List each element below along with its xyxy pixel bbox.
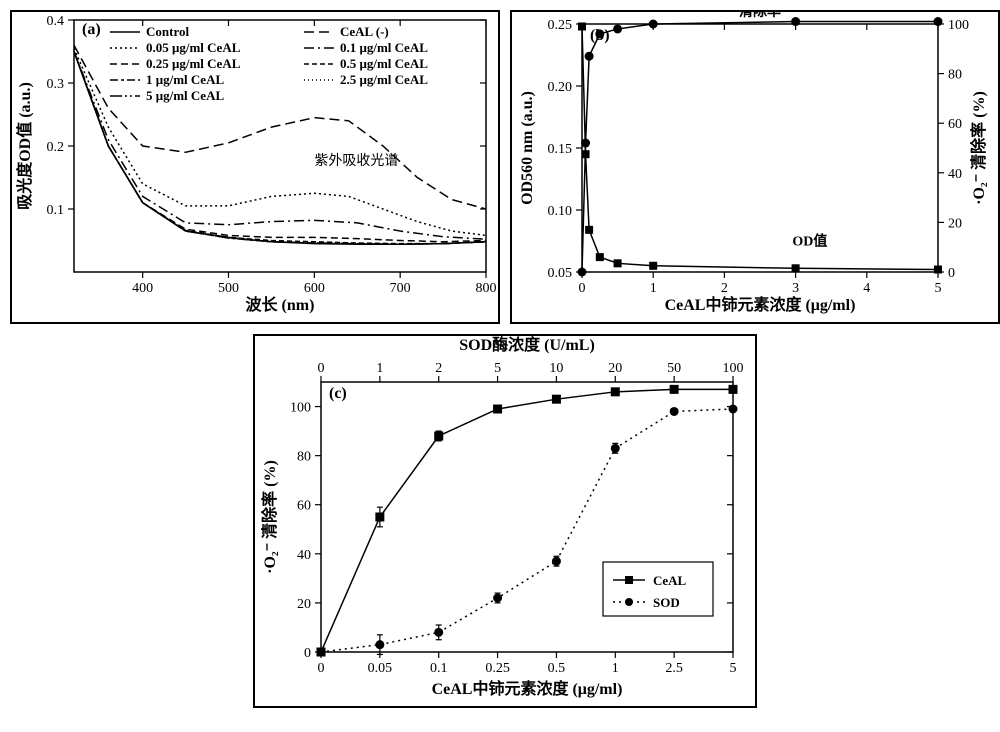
panel-a-svg: 400 500 600 700 800 0.1 0.2 0.3 0.4 波长 (nm) 吸光度OD值…: [12, 12, 498, 318]
svg-text:700: 700: [390, 281, 411, 296]
svg-text:100: 100: [290, 401, 311, 416]
svg-text:100: 100: [723, 361, 744, 376]
svg-text:4: 4: [863, 281, 870, 296]
svg-text:100: 100: [948, 18, 969, 33]
svg-text:0.15: 0.15: [548, 142, 573, 157]
svg-text:0: 0: [579, 281, 586, 296]
svg-text:Control: Control: [146, 24, 189, 39]
svg-text:40: 40: [948, 167, 962, 182]
svg-text:2.5 μg/ml CeAL: 2.5 μg/ml CeAL: [340, 72, 428, 87]
svg-text:OD560 nm (a.u.): OD560 nm (a.u.): [519, 91, 536, 205]
svg-text:0: 0: [948, 266, 955, 281]
svg-text:SOD: SOD: [653, 595, 680, 610]
svg-text:20: 20: [297, 597, 311, 612]
svg-text:0.10: 0.10: [548, 204, 573, 219]
svg-text:20: 20: [948, 216, 962, 231]
figure-grid: 4005006007008000.10.20.30.4波长 (nm)吸光度OD值…: [10, 10, 990, 708]
svg-text:0.25: 0.25: [548, 18, 573, 33]
svg-text:CeAL: CeAL: [653, 573, 687, 588]
svg-text:5: 5: [935, 281, 942, 296]
svg-text:紫外吸收光谱: 紫外吸收光谱: [314, 153, 398, 169]
svg-text:80: 80: [948, 68, 962, 83]
svg-text:清除率: 清除率: [739, 12, 781, 20]
svg-text:0.05: 0.05: [548, 266, 573, 281]
svg-text:CeAL中铈元素浓度 (μg/ml): CeAL中铈元素浓度 (μg/ml): [432, 679, 623, 698]
svg-text:0.25 μg/ml CeAL: 0.25 μg/ml CeAL: [146, 56, 241, 71]
svg-text:0.1: 0.1: [430, 661, 448, 676]
svg-text:1: 1: [650, 281, 657, 296]
panel-c-wrap: 00.050.10.250.512.5501251020501000204060…: [10, 334, 1000, 708]
svg-text:600: 600: [304, 281, 325, 296]
svg-text:·O₂⁻ 清除率 (%): ·O₂⁻ 清除率 (%): [260, 460, 279, 574]
svg-text:吸光度OD值 (a.u.): 吸光度OD值 (a.u.): [15, 82, 34, 210]
svg-text:(a): (a): [82, 21, 101, 38]
svg-text:0: 0: [318, 661, 325, 676]
panel-c-svg: 00.050.10.250.512.5501251020501000204060…: [255, 336, 751, 702]
svg-text:800: 800: [476, 281, 497, 296]
svg-text:0.20: 0.20: [548, 80, 573, 95]
svg-text:5: 5: [494, 361, 501, 376]
svg-text:20: 20: [608, 361, 622, 376]
svg-text:0.1 μg/ml CeAL: 0.1 μg/ml CeAL: [340, 40, 428, 55]
svg-text:0.25: 0.25: [485, 661, 510, 676]
svg-text:0.4: 0.4: [47, 14, 65, 29]
panel-b: 0 1 2 3 4 5 0.05 0.10 0.15 0.20 0.25 0 20 40 60 80 100 Ce…: [510, 10, 1000, 324]
svg-text:400: 400: [132, 281, 153, 296]
svg-text:500: 500: [218, 281, 239, 296]
svg-text:2: 2: [721, 281, 728, 296]
svg-text:0.1: 0.1: [47, 203, 65, 218]
panel-b-svg: 0 1 2 3 4 5 0.05 0.10 0.15 0.20 0.25 0 20 40 60 80 100 Ce…: [512, 12, 998, 318]
svg-text:1: 1: [376, 361, 383, 376]
svg-text:(c): (c): [329, 385, 347, 402]
svg-text:60: 60: [948, 117, 962, 132]
svg-text:CeAL中铈元素浓度 (μg/ml): CeAL中铈元素浓度 (μg/ml): [665, 295, 856, 314]
svg-text:50: 50: [667, 361, 681, 376]
svg-text:2.5: 2.5: [665, 661, 683, 676]
svg-text:0.3: 0.3: [47, 77, 65, 92]
svg-text:0: 0: [304, 646, 311, 661]
svg-text:10: 10: [549, 361, 563, 376]
svg-text:0.5 μg/ml CeAL: 0.5 μg/ml CeAL: [340, 56, 428, 71]
svg-text:5 μg/ml CeAL: 5 μg/ml CeAL: [146, 88, 224, 103]
svg-text:3: 3: [792, 281, 799, 296]
panel-a: 400 500 600 700 800 0.1 0.2 0.3 0.4 波长 (nm) 吸光度OD值…: [10, 10, 500, 324]
svg-text:1: 1: [612, 661, 619, 676]
svg-text:1 μg/ml CeAL: 1 μg/ml CeAL: [146, 72, 224, 87]
svg-text:CeAL (-): CeAL (-): [340, 24, 389, 39]
svg-text:波长 (nm): 波长 (nm): [246, 295, 315, 314]
panel-c: 00.050.10.250.512.5501251020501000204060…: [253, 334, 757, 708]
svg-text:40: 40: [297, 548, 311, 563]
svg-text:5: 5: [730, 661, 737, 676]
svg-text:·O₂⁻ 清除率 (%): ·O₂⁻ 清除率 (%): [969, 91, 988, 205]
svg-text:0: 0: [318, 361, 325, 376]
svg-text:0.05: 0.05: [368, 661, 393, 676]
svg-text:SOD酶浓度 (U/mL): SOD酶浓度 (U/mL): [459, 336, 595, 354]
svg-text:OD值: OD值: [792, 232, 827, 249]
svg-text:2: 2: [435, 361, 442, 376]
svg-text:80: 80: [297, 450, 311, 465]
svg-text:0.05 μg/ml CeAL: 0.05 μg/ml CeAL: [146, 40, 241, 55]
svg-text:0.2: 0.2: [47, 140, 65, 155]
svg-text:0.5: 0.5: [548, 661, 566, 676]
svg-text:60: 60: [297, 499, 311, 514]
